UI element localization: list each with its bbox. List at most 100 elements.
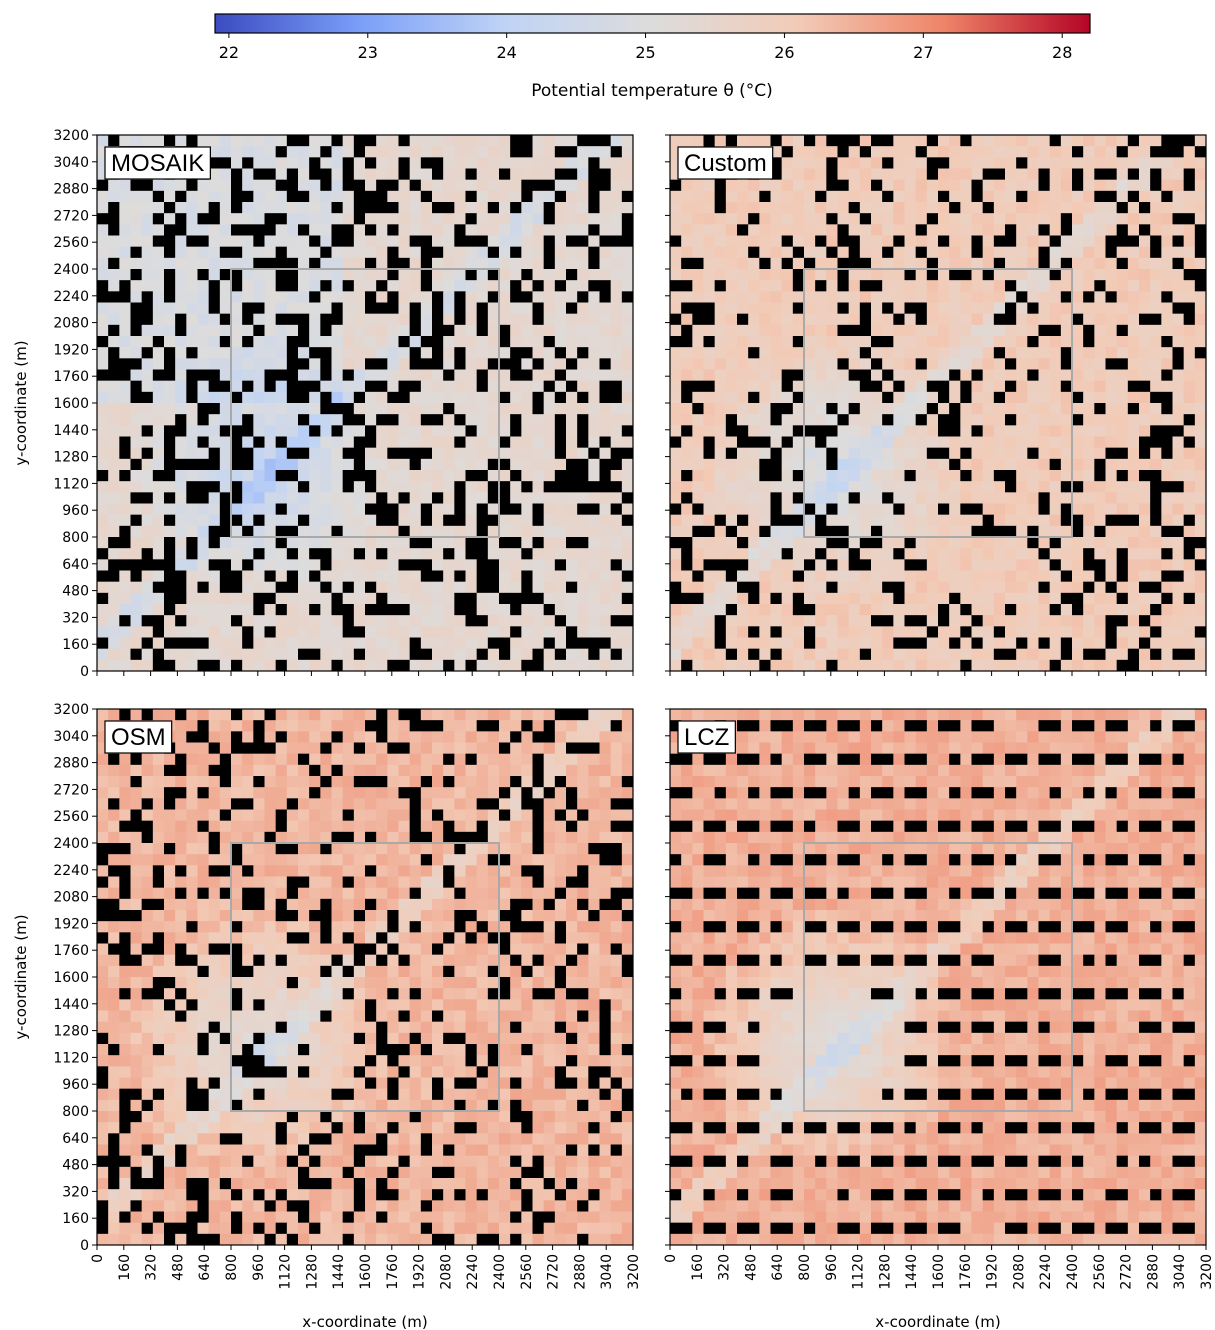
heatmap-cell (242, 492, 254, 504)
heatmap-cell (1083, 570, 1095, 583)
heatmap-cell (949, 514, 961, 527)
building (1194, 537, 1207, 549)
heatmap-cell (476, 425, 489, 437)
heatmap-cell (454, 525, 466, 538)
heatmap-cell (97, 514, 109, 527)
heatmap-cell (119, 492, 131, 504)
heatmap-cell (893, 213, 905, 225)
building (599, 179, 612, 192)
heatmap-cell (197, 648, 210, 661)
heatmap-cell (499, 709, 511, 721)
heatmap-cell (309, 470, 321, 482)
heatmap-cell (454, 380, 466, 393)
heatmap-cell (175, 179, 187, 192)
building (837, 525, 850, 538)
building (938, 425, 950, 437)
heatmap-cell (725, 470, 738, 482)
heatmap-cell (993, 157, 1006, 169)
building (554, 146, 567, 158)
heatmap-cell (275, 637, 288, 650)
building (298, 648, 310, 661)
heatmap-cell (275, 302, 288, 315)
heatmap-cell (804, 324, 816, 337)
heatmap-cell (670, 425, 682, 437)
heatmap-cell (1027, 559, 1039, 571)
heatmap-cell (320, 257, 332, 270)
heatmap-cell (454, 336, 466, 348)
heatmap-cell (759, 537, 771, 549)
heatmap-cell (566, 347, 578, 359)
heatmap-cell (432, 391, 444, 404)
heatmap-cell (231, 720, 243, 732)
colorbar-tick-label: 24 (496, 43, 516, 62)
heatmap-cell (804, 537, 816, 549)
building (264, 626, 277, 638)
building (510, 135, 522, 147)
heatmap-cell (610, 269, 623, 281)
heatmap-cell (848, 581, 861, 594)
heatmap-cell (1072, 548, 1084, 560)
building (1005, 648, 1017, 661)
heatmap-cell (1127, 615, 1140, 627)
heatmap-cell (353, 168, 366, 181)
heatmap-cell (186, 559, 198, 571)
heatmap-cell (119, 257, 131, 270)
heatmap-cell (443, 414, 455, 426)
building (320, 246, 332, 259)
building (993, 347, 1006, 359)
heatmap-cell (848, 604, 861, 616)
building (231, 269, 243, 281)
heatmap-cell (882, 559, 894, 571)
building (893, 235, 905, 248)
heatmap-cell (1194, 604, 1207, 616)
building (1116, 146, 1129, 158)
heatmap-cell (1172, 190, 1185, 203)
building (465, 615, 478, 627)
heatmap-cell (554, 514, 567, 527)
building (465, 235, 478, 248)
heatmap-cell (275, 626, 288, 638)
building (487, 514, 500, 527)
building (320, 146, 332, 158)
building (376, 414, 388, 426)
heatmap-cell (264, 604, 277, 616)
building (510, 425, 522, 437)
heatmap-cell (1105, 492, 1118, 504)
building (681, 280, 693, 292)
heatmap-cell (993, 458, 1006, 471)
heatmap-cell (398, 302, 411, 315)
heatmap-cell (264, 659, 277, 672)
heatmap-cell (837, 604, 850, 616)
building (610, 720, 623, 732)
heatmap-cell (1150, 358, 1162, 370)
heatmap-cell (926, 146, 939, 158)
building (599, 291, 612, 303)
building (770, 648, 783, 661)
heatmap-cell (197, 313, 210, 326)
heatmap-cell (1194, 481, 1207, 493)
heatmap-cell (543, 559, 556, 571)
heatmap-cell (971, 570, 984, 583)
building (714, 202, 727, 214)
heatmap-cell (566, 179, 578, 192)
heatmap-cell (915, 403, 928, 415)
heatmap-cell (815, 302, 827, 315)
heatmap-cell (420, 481, 433, 493)
heatmap-cell (1049, 637, 1062, 650)
heatmap-cell (837, 336, 850, 348)
building (692, 570, 704, 583)
heatmap-cell (398, 213, 411, 225)
heatmap-cell (926, 470, 939, 482)
heatmap-cell (286, 458, 299, 471)
heatmap-cell (1016, 213, 1028, 225)
heatmap-cell (792, 414, 805, 426)
heatmap-cell (365, 280, 377, 292)
heatmap-cell (1016, 302, 1028, 315)
building (353, 190, 366, 203)
building (837, 146, 850, 158)
building (454, 358, 466, 370)
heatmap-cell (837, 157, 850, 169)
heatmap-cell (1127, 637, 1140, 650)
heatmap-cell (1127, 157, 1140, 169)
heatmap-cell (175, 336, 187, 348)
